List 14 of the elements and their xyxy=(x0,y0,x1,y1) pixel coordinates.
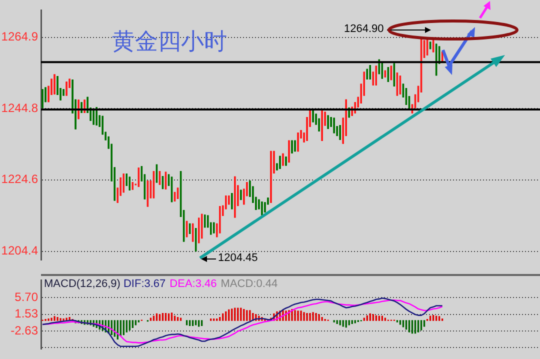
y-tick-label: 1264.9 xyxy=(1,30,38,44)
series-label: MACD:0.44 xyxy=(220,278,278,290)
y-tick-label: 1204.4 xyxy=(1,244,38,258)
y-tick-label: 5.70 xyxy=(14,290,38,304)
text: DIF:3.67 xyxy=(123,278,166,290)
text: 黄金四小时 xyxy=(112,28,227,57)
text: DEA:3.46 xyxy=(170,278,217,290)
annotation: 1204.45 xyxy=(218,252,258,264)
y-tick-label: -2.63 xyxy=(10,323,38,338)
chart-title: MACD(12,26,9) xyxy=(44,278,122,290)
y-tick-label: 1244.8 xyxy=(1,100,38,115)
annotation: 1264.90 xyxy=(344,23,384,35)
y-tick-label: 1224.6 xyxy=(1,172,38,186)
y-tick-label: 1.53 xyxy=(14,306,38,321)
